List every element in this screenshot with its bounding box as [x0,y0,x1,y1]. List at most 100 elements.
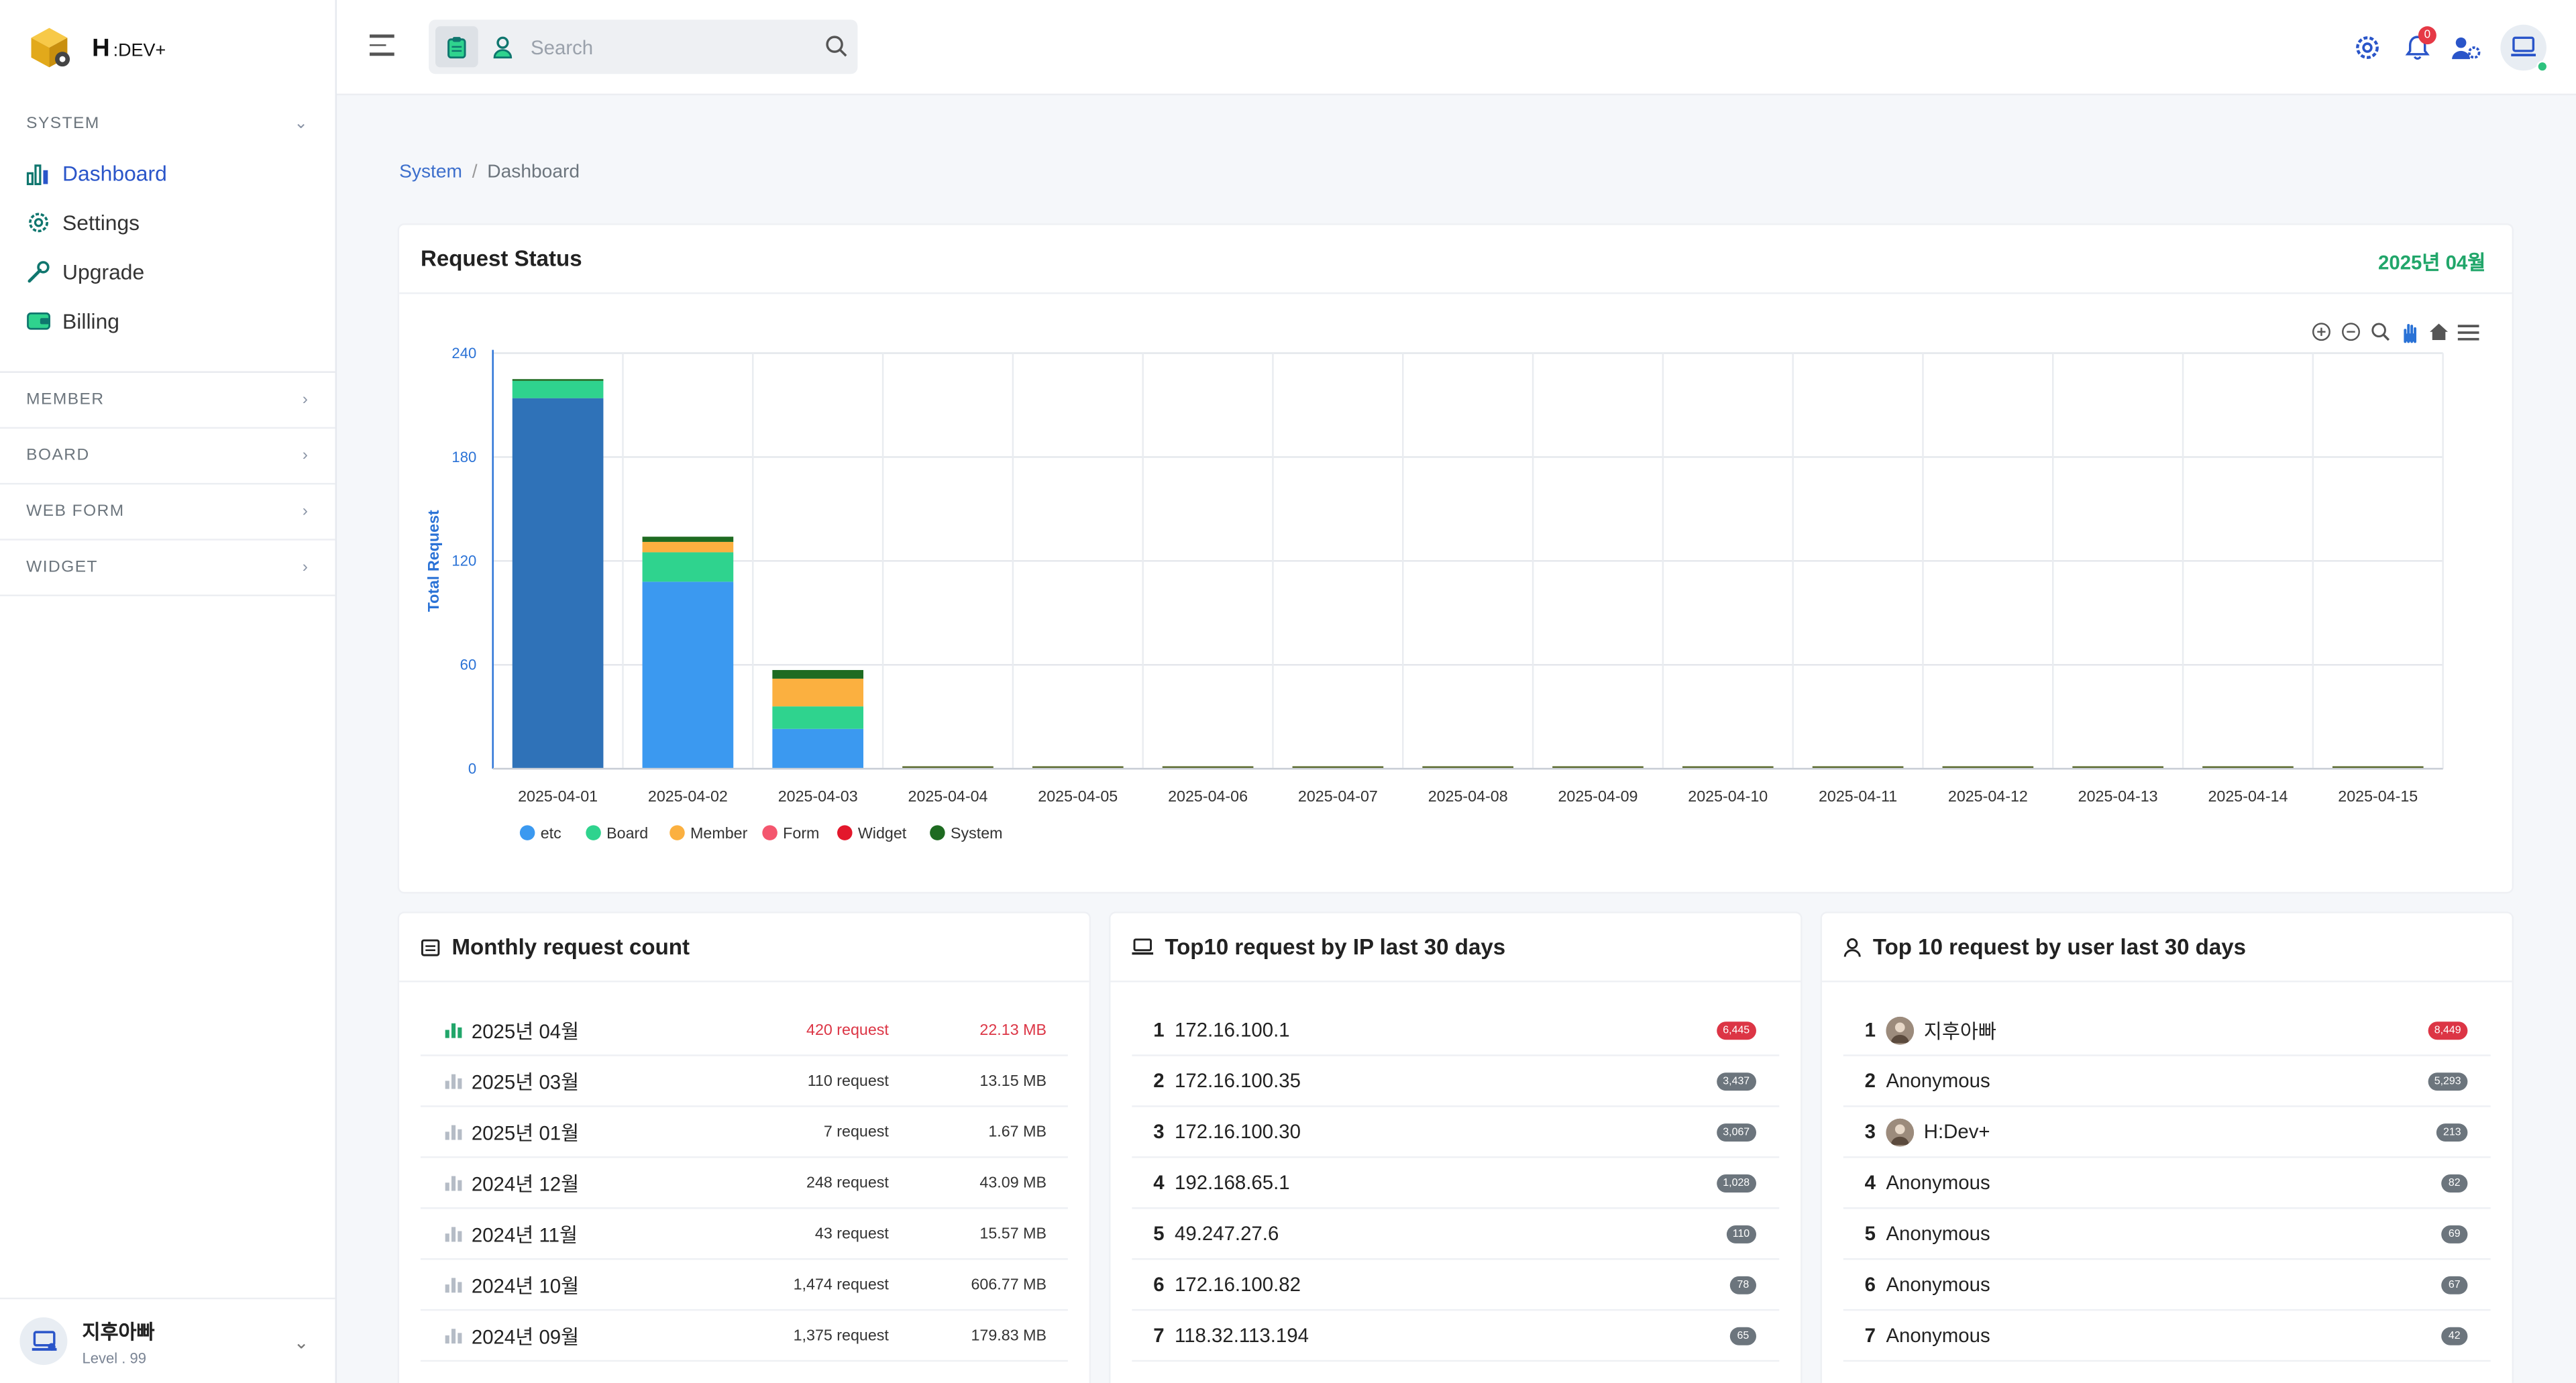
chevron-right-icon: › [302,390,309,409]
list-item[interactable]: 4 192.168.65.1 1,028 [1132,1158,1780,1209]
bar-segment-etc [772,728,864,769]
brand[interactable]: H:DEV+ [0,0,335,95]
user-name: Anonymous [1886,1323,1990,1347]
request-count: 110 request [807,1071,889,1090]
search-bar [429,19,858,74]
user-settings-button[interactable] [2441,23,2490,72]
section-web-form[interactable]: WEB FORM › [0,484,335,541]
user-name: Anonymous [1886,1069,1990,1093]
rank-number: 1 [1864,1018,1876,1042]
notifications-button[interactable]: 0 [2392,23,2441,72]
clipboard-icon[interactable] [435,26,478,68]
list-item[interactable]: 2024년 12월 248 request 43.09 MB [420,1158,1068,1209]
sidebar-item-label: Upgrade [62,258,145,284]
avatar [19,1317,68,1366]
sidebar-item-settings[interactable]: Settings [0,197,335,246]
sidebar-item-dashboard[interactable]: Dashboard [0,148,335,197]
system-menu: Dashboard Settings Upgrade Billing [0,148,335,345]
bar-segment-system [642,537,734,542]
divider [0,371,335,373]
section-member[interactable]: MEMBER › [0,373,335,429]
chevron-down-icon[interactable]: ⌄ [293,1333,309,1353]
list-item[interactable]: 6 172.16.100.82 78 [1132,1260,1780,1311]
list-item[interactable]: 6 Anonymous 67 [1843,1260,2491,1311]
month-label: 2024년 11월 [471,1223,578,1246]
laptop-icon [1132,938,1154,955]
pan-hand-icon[interactable] [2396,321,2424,343]
list-item[interactable]: 7 118.32.113.194 65 [1132,1311,1780,1362]
user-gear-icon [2452,36,2481,58]
ip-address: 118.32.113.194 [1175,1323,1309,1347]
chart-menu-icon[interactable] [2455,321,2483,343]
search-icon[interactable] [824,34,847,66]
user-avatar-button[interactable] [2500,24,2548,72]
y-tick-label: 60 [460,657,477,673]
top-user-card: Top 10 request by user last 30 days 1 지후아… [1821,913,2512,1383]
gear-icon [2356,36,2379,59]
list-item[interactable]: 2025년 01월 7 request 1.67 MB [420,1107,1068,1158]
rank-number: 3 [1864,1120,1876,1144]
rank-number: 4 [1864,1171,1876,1195]
count-badge: 42 [2441,1326,2468,1345]
card-header: Monthly request count [399,914,1089,983]
menu-toggle-icon[interactable] [370,34,394,57]
list-item[interactable]: 2024년 09월 1,375 request 179.83 MB [420,1311,1068,1362]
avatar [1886,1015,1915,1044]
count-badge: 1,028 [1716,1173,1756,1192]
x-tick-label: 2025-04-12 [1948,787,2028,805]
list-item[interactable]: 2025년 04월 420 request 22.13 MB [420,1005,1068,1056]
list-item[interactable]: 2024년 10월 1,474 request 606.77 MB [420,1260,1068,1311]
list-item[interactable]: 7 Anonymous 42 [1843,1311,2491,1362]
home-icon[interactable] [2425,321,2453,343]
user-icon[interactable] [482,26,525,67]
bar-empty [2332,766,2424,769]
x-tick-label: 2025-04-05 [1038,787,1118,805]
month-label: 2025년 01월 [471,1121,580,1144]
request-count: 43 request [814,1224,889,1243]
list-item[interactable]: 2024년 11월 43 request 15.57 MB [420,1209,1068,1260]
list-item[interactable]: 2 172.16.100.35 3,437 [1132,1056,1780,1107]
list-item[interactable]: 5 49.247.27.6 110 [1132,1209,1780,1260]
list-item[interactable]: 4 Anonymous 82 [1843,1158,2491,1209]
magnifier-icon[interactable] [2366,321,2394,343]
card-header: Top10 request by IP last 30 days [1110,914,1801,983]
bar-empty [1812,766,1904,769]
rank-number: 1 [1153,1018,1165,1042]
count-badge: 82 [2441,1173,2468,1192]
bar-chart-icon [445,1227,462,1242]
legend-marker-member [669,825,685,840]
card-title: Top10 request by IP last 30 days [1165,934,1506,960]
zoom-in-icon[interactable] [2306,321,2334,343]
user-profile[interactable]: 지후아빠 Level . 99 ⌄ [0,1297,335,1383]
sidebar-item-upgrade[interactable]: Upgrade [0,246,335,295]
month-label: 2025년 03월 [471,1070,580,1093]
list-item[interactable]: 1 지후아빠 8,449 [1843,1005,2491,1056]
settings-button[interactable] [2343,23,2392,72]
section-widget[interactable]: WIDGET › [0,541,335,596]
sidebar-item-billing[interactable]: Billing [0,296,335,345]
bar-empty [1162,766,1254,769]
section-system[interactable]: SYSTEM ⌄ [0,109,335,138]
x-tick-label: 2025-04-01 [518,787,598,805]
search-input[interactable] [531,19,810,74]
period-label[interactable]: 2025년 04월 [2378,251,2486,274]
month-label: 2024년 09월 [471,1325,580,1348]
avatar [1886,1117,1915,1146]
legend-label: System [951,824,1003,842]
legend-marker-etc [519,825,535,840]
user-name: H:Dev+ [1923,1120,1990,1144]
list-item[interactable]: 3 172.16.100.30 3,067 [1132,1107,1780,1158]
list-item[interactable]: 1 172.16.100.1 6,445 [1132,1005,1780,1056]
list-item[interactable]: 2025년 03월 110 request 13.15 MB [420,1056,1068,1107]
list-item[interactable]: 3 H:Dev+ 213 [1843,1107,2491,1158]
zoom-out-icon[interactable] [2336,321,2364,343]
user-meta: 지후아빠 Level . 99 [82,1317,154,1366]
list-item[interactable]: 5 Anonymous 69 [1843,1209,2491,1260]
bar-empty [1942,766,2034,769]
section-board[interactable]: BOARD › [0,429,335,485]
breadcrumb-system-link[interactable]: System [399,162,463,182]
list-item[interactable]: 2 Anonymous 5,293 [1843,1056,2491,1107]
bar-chart-icon [445,1176,462,1191]
topbar: 0 [337,0,2576,96]
